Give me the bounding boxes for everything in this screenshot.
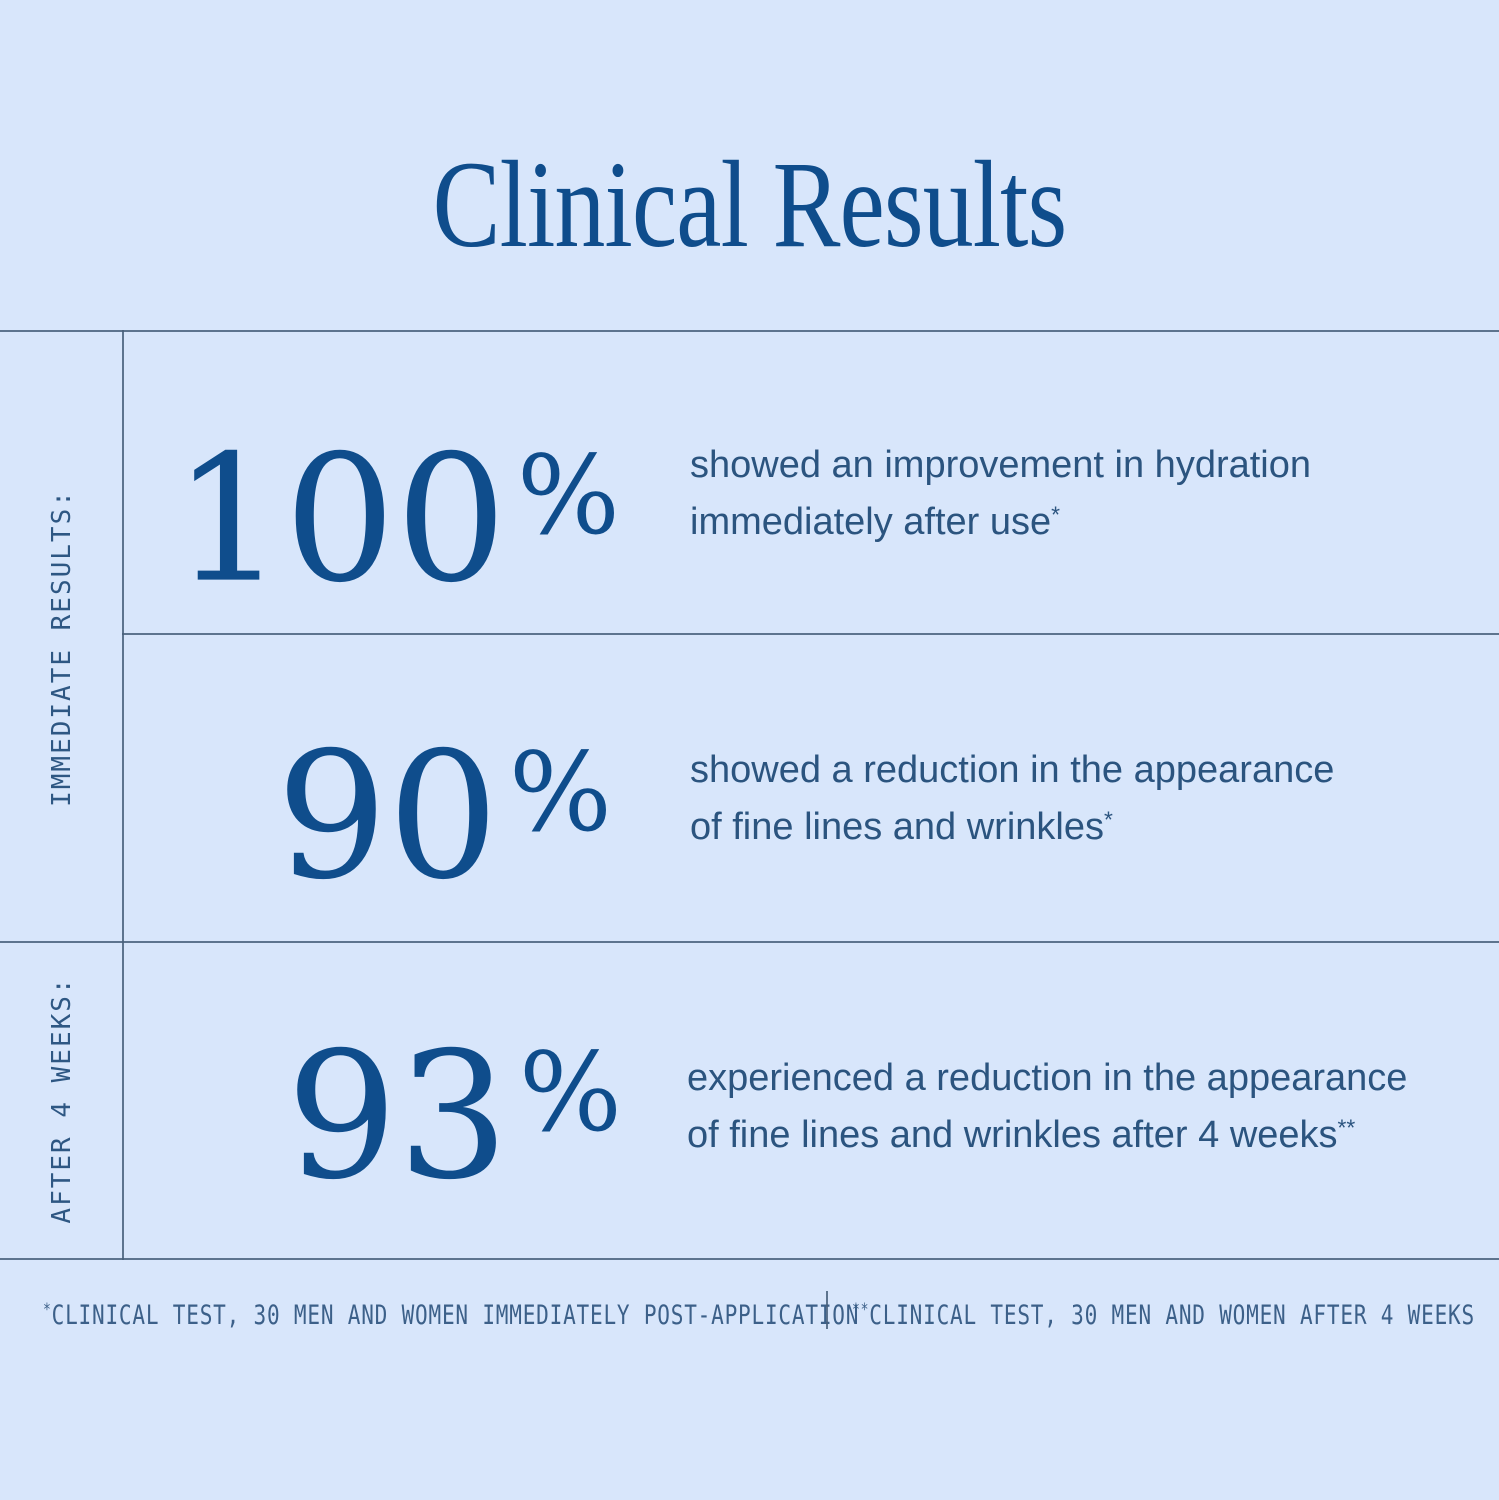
grid-line-section-divider <box>0 941 1499 943</box>
grid-line-top <box>0 330 1499 332</box>
description-line: experienced a reduction in the appearanc… <box>687 1057 1408 1099</box>
grid-line-vertical <box>122 330 124 1260</box>
page-title: Clinical Results <box>432 136 1067 273</box>
grid-line-bottom <box>0 1258 1499 1260</box>
footnote-text: CLINICAL TEST, 30 MEN AND WOMEN IMMEDIAT… <box>51 1300 860 1331</box>
stat-description-hydration: showed an improvement in hydration immed… <box>690 437 1311 551</box>
stat-value-wrinkles-immediate: 90% <box>0 705 612 905</box>
footnote-marker: * <box>43 1298 52 1319</box>
stat-number: 93 <box>286 1015 509 1219</box>
footnote-marker: ** <box>1337 1114 1356 1141</box>
stat-value-hydration: 100% <box>0 408 620 608</box>
percent-sign: % <box>516 432 620 559</box>
percent-sign: % <box>508 729 612 856</box>
footnote-4-weeks: **CLINICAL TEST, 30 MEN AND WOMEN AFTER … <box>852 1300 1475 1331</box>
footnote-marker: * <box>1051 501 1061 528</box>
description-line: of fine lines and wrinkles <box>690 806 1104 848</box>
grid-line-row-divider <box>122 633 1499 635</box>
description-line: showed a reduction in the appearance <box>690 749 1335 791</box>
stat-description-wrinkles-immediate: showed a reduction in the appearance of … <box>690 742 1334 856</box>
stat-number: 100 <box>172 418 507 622</box>
footnote-marker: * <box>1104 806 1113 833</box>
footnote-divider-line <box>826 1291 828 1329</box>
description-line: of fine lines and wrinkles after 4 weeks <box>687 1114 1338 1156</box>
footnote-text: CLINICAL TEST, 30 MEN AND WOMEN AFTER 4 … <box>869 1300 1475 1331</box>
stat-description-wrinkles-4-weeks: experienced a reduction in the appearanc… <box>687 1050 1407 1164</box>
footnote-marker: ** <box>852 1298 870 1319</box>
description-line: immediately after use <box>690 501 1052 543</box>
stat-value-wrinkles-4-weeks: 93% <box>0 1005 622 1205</box>
percent-sign: % <box>518 1029 622 1156</box>
description-line: showed an improvement in hydration <box>690 444 1312 486</box>
footnote-immediate: *CLINICAL TEST, 30 MEN AND WOMEN IMMEDIA… <box>43 1300 859 1331</box>
stat-number: 90 <box>276 715 499 919</box>
